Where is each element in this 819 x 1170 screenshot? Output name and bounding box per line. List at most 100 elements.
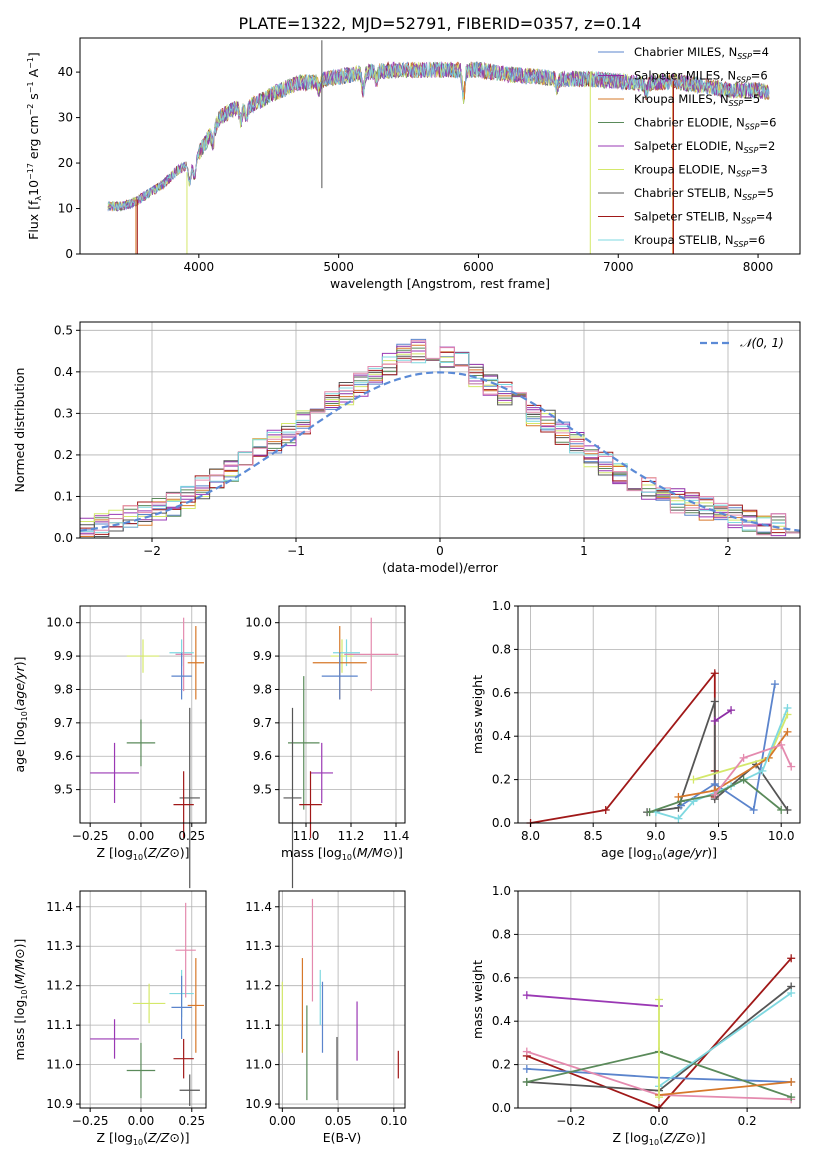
y-tick-label: 9.7 [253,716,272,730]
spectrum-plot [107,40,770,254]
y-tick-label: 0.4 [492,729,511,743]
y-tick-label: 0.8 [492,642,511,656]
x-axis-label: Z [log10(Z/Z⊙)] [96,845,189,862]
x-tick-label: 0 [436,544,444,558]
y-tick-label: 0.2 [492,773,511,787]
weight-vs-Z-panel: −0.2 0.0 0.2 0.0 0.2 0.4 0.6 0.8 1.0 Z [log10(Z/Z… [470,884,801,1147]
x-tick-label: 7000 [603,260,634,274]
y-tick-label: 20 [58,156,73,170]
weight-vs-age-panel: 8.0 8.5 9.0 9.5 10.0 0.0 0.2 0.4 0.6 0.8 1.0 age [l… [470,599,801,862]
y-tick-label: 9.9 [253,649,272,663]
x-tick-label: −2 [143,544,161,558]
x-tick-label: 0.2 [738,1114,757,1128]
x-axis-label: (data-model)/error [382,560,499,575]
y-tick-label: 1.0 [492,884,511,898]
x-tick-label: 0.00 [269,1114,296,1128]
y-tick-label: 11.3 [245,939,272,953]
legend-entry: Salpeter STELIB, NSSP=4 [634,210,773,226]
y-tick-label: 0.0 [492,816,511,830]
x-tick-label: 11.2 [338,829,365,843]
legend-entry: Kroupa ELODIE, NSSP=3 [634,163,768,179]
legend-entry: Kroupa MILES, NSSP=5 [634,92,760,108]
mass-vs-EBV-panel: 0.00 0.05 0.10 10.9 11.0 11.1 11.2 11.3 11.4 E(B-… [245,890,407,1145]
spectrum-line-kroupa-stelib [107,61,770,212]
y-tick-label: 0.4 [54,365,73,379]
x-axis-label: mass [log10(M/M⊙)] [281,845,403,862]
x-tick-label: 11.0 [293,829,320,843]
axes-frame [79,605,207,824]
figure-title: PLATE=1322, MJD=52791, FIBERID=0357, z=0… [238,14,641,33]
residuals-panel: −2 −1 0 1 2 0.0 0.1 0.2 0.3 0.4 0.5 (data-model)/er… [12,321,801,575]
y-tick-label: 0.2 [54,448,73,462]
y-axis-label: Flux [fλ10−17 erg cm−2 s−1 A−1] [26,52,43,240]
axes-frame [79,890,207,1109]
x-tick-label: 9.0 [646,829,665,843]
x-tick-label: −0.25 [72,829,109,843]
x-tick-label: 0.25 [178,829,205,843]
x-tick-label: 0.10 [380,1114,407,1128]
x-tick-label: −0.25 [72,1114,109,1128]
y-tick-label: 9.8 [253,682,272,696]
age-vs-mass-panel: 11.0 11.2 11.4 9.5 9.6 9.7 9.8 9.9 10.0 mass [log… [245,605,410,889]
residuals-plot [80,338,800,538]
y-tick-label: 0.4 [492,1014,511,1028]
y-tick-label: 9.9 [54,649,73,663]
y-axis-label: mass weight [470,675,485,754]
age-vs-Z-panel: −0.25 0.00 0.25 9.5 9.6 9.7 9.8 9.9 10.0 Z [log10… [12,605,207,889]
x-tick-label: 0.05 [325,1114,352,1128]
y-tick-label: 11.4 [46,900,73,914]
y-tick-label: 9.6 [54,749,73,763]
axes-frame [517,605,801,824]
x-tick-label: 8.0 [521,829,540,843]
legend-entry: Chabrier MILES, NSSP=4 [634,45,769,61]
y-tick-label: 1.0 [492,599,511,613]
y-tick-label: 0 [65,247,73,261]
legend-entry: 𝒩(0, 1) [740,336,784,350]
legend-entry: Salpeter MILES, NSSP=6 [634,69,768,85]
series-line [646,701,789,813]
x-tick-label: −0.2 [556,1114,585,1128]
legend-entry: Salpeter ELODIE, NSSP=2 [634,139,775,155]
gaussian-curve [80,371,800,532]
y-tick-label: 0.0 [492,1101,511,1115]
y-tick-label: 0.5 [54,323,73,337]
series-line [714,743,793,796]
x-tick-label: −1 [287,544,305,558]
x-axis-label: age [log10(age/yr)] [601,845,717,862]
x-tick-label: 4000 [184,260,215,274]
series-line [526,994,660,1007]
x-tick-label: 0.00 [128,1114,155,1128]
y-tick-label: 10.9 [46,1097,73,1111]
series-line [658,992,792,1088]
mass-vs-Z-panel: −0.25 0.00 0.25 10.9 11.0 11.1 11.2 11.3 11.4 Z [… [12,890,207,1147]
x-tick-label: 9.5 [709,829,728,843]
x-axis-label: wavelength [Angstrom, rest frame] [330,276,550,291]
x-tick-label: 8000 [743,260,774,274]
series-line [658,1081,792,1096]
x-tick-label: 1 [580,544,588,558]
y-tick-label: 9.6 [253,749,272,763]
x-tick-label: 11.4 [383,829,410,843]
y-tick-label: 30 [58,111,73,125]
x-tick-label: 0.00 [128,829,155,843]
y-tick-label: 0.6 [492,971,511,985]
y-tick-label: 10.0 [245,616,272,630]
y-tick-label: 9.5 [54,783,73,797]
y-tick-label: 0.2 [492,1058,511,1072]
panels-group: 4000 5000 6000 7000 8000010203040wavelength … [12,37,801,1147]
x-axis-label: Z [log10(Z/Z⊙)] [96,1130,189,1147]
x-tick-label: 0.0 [649,1114,668,1128]
histogram-kroupa-stelib [80,353,800,538]
series-line [655,707,789,820]
legend-entry: Chabrier ELODIE, NSSP=6 [634,116,776,132]
y-tick-label: 40 [58,65,73,79]
x-axis-label: Z [log10(Z/Z⊙)] [612,1130,705,1147]
y-tick-label: 9.5 [253,783,272,797]
y-tick-label: 0.3 [54,406,73,420]
y-tick-label: 10.9 [245,1097,272,1111]
y-tick-label: 0.0 [54,531,73,545]
y-tick-label: 0.8 [492,927,511,941]
y-tick-label: 9.8 [54,682,73,696]
x-tick-label: 5000 [323,260,354,274]
